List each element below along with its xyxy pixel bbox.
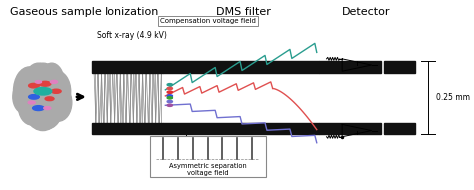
Ellipse shape — [45, 97, 54, 101]
Ellipse shape — [39, 63, 64, 101]
Ellipse shape — [167, 95, 173, 97]
Bar — [163, 123, 319, 134]
Ellipse shape — [44, 107, 51, 110]
Ellipse shape — [28, 95, 39, 99]
Text: Asymmetric separation
voltage field: Asymmetric separation voltage field — [169, 162, 246, 176]
Bar — [319, 123, 382, 134]
Ellipse shape — [28, 83, 39, 88]
Ellipse shape — [167, 84, 173, 86]
Ellipse shape — [45, 84, 72, 121]
Ellipse shape — [33, 91, 62, 129]
Ellipse shape — [167, 97, 173, 99]
Ellipse shape — [33, 106, 44, 111]
Ellipse shape — [20, 63, 65, 131]
Ellipse shape — [167, 104, 173, 106]
Ellipse shape — [28, 101, 35, 104]
Bar — [92, 123, 163, 134]
Bar — [383, 61, 415, 73]
Bar — [383, 123, 415, 134]
Ellipse shape — [39, 81, 51, 86]
Text: Soft x-ray (4.9 kV): Soft x-ray (4.9 kV) — [97, 31, 167, 40]
Text: DMS filter: DMS filter — [216, 7, 271, 17]
Text: 0.25 mm: 0.25 mm — [436, 93, 470, 102]
Bar — [319, 61, 382, 73]
Bar — [150, 136, 265, 177]
Ellipse shape — [167, 87, 173, 89]
Text: Compensation voltage field: Compensation voltage field — [160, 18, 255, 24]
Ellipse shape — [13, 67, 46, 116]
Ellipse shape — [13, 80, 37, 114]
Bar — [163, 61, 319, 73]
Text: Ionization: Ionization — [105, 7, 159, 17]
Text: Detector: Detector — [341, 7, 390, 17]
Ellipse shape — [24, 63, 53, 104]
Ellipse shape — [34, 88, 52, 95]
Ellipse shape — [35, 81, 42, 83]
Text: Gaseous sample: Gaseous sample — [10, 7, 102, 17]
Ellipse shape — [50, 80, 57, 83]
Ellipse shape — [167, 91, 173, 93]
Bar — [92, 61, 163, 73]
Ellipse shape — [42, 71, 71, 112]
Ellipse shape — [51, 89, 61, 93]
Ellipse shape — [167, 101, 173, 103]
Ellipse shape — [18, 88, 45, 125]
